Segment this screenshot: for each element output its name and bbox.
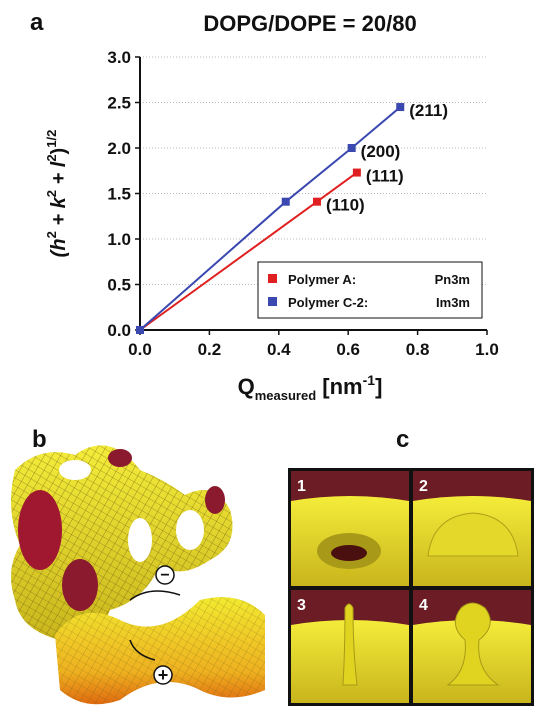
y-axis-label-part: (h — [48, 238, 70, 257]
point-label: (200) — [361, 142, 401, 161]
data-point — [136, 326, 144, 334]
data-point — [396, 103, 404, 111]
point-label: (110) — [326, 196, 365, 215]
y-axis-label-part: ) — [48, 148, 70, 155]
legend-label: Polymer A: — [288, 272, 356, 287]
y-axis-label: (h2 + k2 + l2)1/2 — [44, 130, 70, 258]
y-tick-label: 2.5 — [107, 94, 131, 113]
curvature-sign: + — [158, 665, 169, 685]
x-tick-label: 1.0 — [475, 340, 499, 359]
y-axis-label-part: 1/2 — [44, 130, 59, 148]
y-axis-label-part: + l — [48, 161, 70, 190]
y-tick-label: 1.0 — [107, 230, 131, 249]
y-axis-label-part: 2 — [44, 231, 59, 238]
data-point — [282, 198, 290, 206]
point-label: (211) — [409, 101, 448, 120]
y-tick-label: 0.5 — [107, 276, 131, 295]
tile-label: 2 — [419, 478, 428, 495]
x-axis-label-part: -1 — [363, 372, 376, 388]
x-tick-label: 0.6 — [336, 340, 360, 359]
legend-phase: Im3m — [436, 295, 470, 310]
panel-label: c — [396, 426, 409, 453]
data-point — [348, 144, 356, 152]
y-axis-label-part: + k — [48, 196, 70, 231]
plot: 0.0 0.5 1.0 1.5 2.0 2.5 3.0 0.0 0.2 0.4 0.6 0.8 1.0 Q… — [44, 48, 499, 403]
data-point — [313, 198, 321, 206]
tile-label: 3 — [297, 597, 306, 614]
y-tick-label: 0.0 — [107, 321, 131, 340]
x-axis-label-part: [nm — [316, 374, 362, 399]
legend-label: Polymer C-2: — [288, 295, 368, 310]
y-tick-label: 2.0 — [107, 139, 131, 158]
panel-label: a — [30, 9, 44, 36]
legend-swatch — [268, 274, 277, 283]
legend-phase: Pn3m — [435, 272, 470, 287]
tile-label: 1 — [297, 478, 306, 495]
x-tick-label: 0.2 — [198, 340, 222, 359]
curvature-sign: − — [160, 567, 169, 584]
y-axis-label-part: 2 — [44, 190, 59, 197]
data-point — [353, 169, 361, 177]
x-tick-label: 0.0 — [128, 340, 152, 359]
panel-label: b — [32, 426, 47, 453]
x-axis-label: Qmeasured [nm-1] — [238, 372, 383, 403]
x-tick-label: 0.4 — [267, 340, 291, 359]
legend-swatch — [268, 297, 277, 306]
x-axis-label-part: ] — [375, 374, 382, 399]
y-tick-label: 3.0 — [107, 48, 131, 67]
y-axis-label-part: 2 — [44, 154, 59, 161]
figure: a DOPG/DOPE = 20/80 0.0 0.5 1.0 1.5 2.0 2.5 3.… — [0, 0, 534, 712]
y-tick-label: 1.5 — [107, 185, 131, 204]
x-axis-label-part: measured — [255, 388, 316, 403]
point-label: (111) — [366, 167, 404, 186]
tile-grid: 1 2 3 4 — [288, 468, 534, 706]
chart-title: DOPG/DOPE = 20/80 — [203, 11, 416, 36]
x-tick-label: 0.8 — [406, 340, 430, 359]
x-axis-label-part: Q — [238, 374, 255, 399]
tile-label: 4 — [419, 597, 428, 614]
